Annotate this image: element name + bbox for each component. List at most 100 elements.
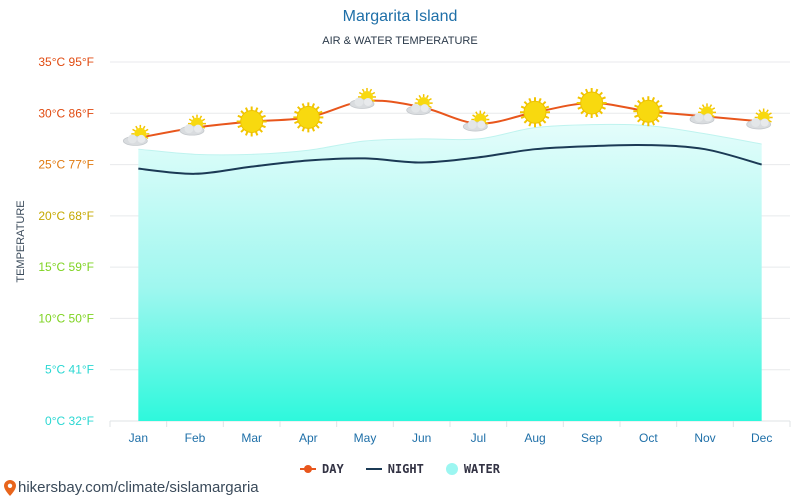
y-tick-label: 15°C 59°F (38, 260, 94, 274)
sun-ray (482, 111, 486, 115)
sun-disc (523, 100, 547, 124)
day-swatch (300, 465, 316, 473)
y-axis-title: TEMPERATURE (15, 200, 27, 282)
sun-ray (418, 94, 422, 99)
sun-ray (711, 114, 716, 118)
chart-title: Margarita Island (342, 8, 458, 25)
water-line (138, 123, 762, 156)
x-tick-label: Oct (639, 431, 658, 445)
sun-ray (472, 114, 476, 118)
sun-ray (201, 118, 206, 122)
sun-ray (201, 125, 206, 129)
legend-night[interactable]: NIGHT (365, 462, 424, 476)
x-tick-label: Nov (694, 431, 715, 445)
cloud-part (420, 104, 429, 113)
legend-water-label: WATER (463, 462, 500, 476)
sun-ray (475, 111, 478, 115)
sun-ray (428, 105, 432, 109)
chart-subtitle: AIR & WATER TEMPERATURE (322, 35, 478, 47)
y-tick-label: 35°C 95°F (38, 55, 94, 69)
source-link[interactable]: hikersbay.com/climate/sislamargaria (4, 479, 259, 496)
partly-cloudy-icon (689, 103, 716, 125)
sun-ray (758, 109, 762, 113)
cloud-part (760, 118, 769, 127)
sun-disc (636, 99, 660, 123)
cloud-part (137, 134, 146, 143)
sun-ray (698, 107, 703, 111)
cloud-part (751, 117, 761, 127)
sun-disc (240, 109, 264, 133)
cloud-part (477, 120, 486, 129)
partly-cloudy-icon (349, 87, 376, 109)
sun-ray (371, 91, 376, 95)
sun-ray (485, 114, 489, 118)
partly-cloudy-icon (462, 110, 490, 132)
sun-ray (132, 128, 136, 132)
y-tick-label: 30°C 86°F (38, 106, 94, 120)
cloud-part (194, 124, 202, 133)
legend-water[interactable]: WATER (445, 462, 500, 476)
sun-ray (358, 91, 363, 95)
sun-ray (145, 136, 149, 140)
x-tick-label: Feb (185, 431, 206, 445)
x-tick-label: Sep (581, 431, 603, 445)
partly-cloudy-icon (122, 124, 150, 146)
cloud-part (704, 113, 712, 122)
x-tick-label: Apr (299, 431, 318, 445)
sun-ray (369, 88, 373, 93)
x-tick-label: Dec (751, 431, 772, 445)
sun-ray (199, 115, 203, 119)
sun-disc (580, 91, 604, 115)
x-tick-label: Jul (471, 431, 486, 445)
y-tick-label: 25°C 77°F (38, 158, 94, 172)
sun-ray (766, 109, 769, 113)
sun-ray (709, 104, 713, 108)
sun-ray (135, 125, 138, 130)
legend-day-label: DAY (322, 462, 344, 476)
cloud-part (411, 103, 421, 113)
partly-cloudy-icon (746, 108, 773, 130)
y-tick-label: 0°C 32°F (45, 414, 94, 428)
location-pin-icon (4, 479, 16, 496)
sun-icon (520, 97, 550, 128)
y-tick-label: 10°C 50°F (38, 311, 94, 325)
sun-ray (361, 88, 365, 93)
sun-ray (426, 94, 429, 99)
sun-disc (296, 105, 320, 129)
sun-ray (701, 104, 705, 108)
legend-day[interactable]: DAY (300, 462, 344, 476)
y-tick-label: 20°C 68°F (38, 209, 94, 223)
x-tick-label: May (354, 431, 377, 445)
night-swatch (365, 468, 382, 470)
sun-ray (191, 115, 195, 119)
sun-ray (428, 97, 432, 101)
cloud-part (354, 97, 364, 107)
source-url: hikersbay.com/climate/sislamargaria (18, 479, 259, 496)
partly-cloudy-icon (179, 114, 206, 136)
x-tick-label: Jan (129, 431, 148, 445)
cloud-part (127, 134, 137, 144)
sun-icon (633, 96, 664, 127)
sun-ray (145, 128, 149, 132)
x-tick-label: Aug (524, 431, 545, 445)
cloud-part (364, 97, 372, 106)
sun-ray (188, 118, 193, 122)
night-line (138, 143, 762, 175)
cloud-part (694, 112, 704, 122)
water-area (138, 124, 762, 421)
sun-ray (415, 97, 419, 101)
partly-cloudy-icon (406, 94, 433, 116)
sun-ray (485, 121, 489, 125)
y-tick-label: 5°C 41°F (45, 363, 94, 377)
water-swatch (445, 463, 458, 475)
cloud-part (467, 120, 477, 130)
x-tick-label: Mar (241, 431, 262, 445)
sun-ray (371, 99, 376, 103)
sun-ray (768, 119, 772, 123)
chart-legend: DAY NIGHT WATER (300, 462, 500, 476)
sun-icon (576, 88, 607, 119)
sun-ray (755, 112, 759, 116)
legend-night-label: NIGHT (387, 462, 424, 476)
sun-ray (768, 112, 772, 116)
